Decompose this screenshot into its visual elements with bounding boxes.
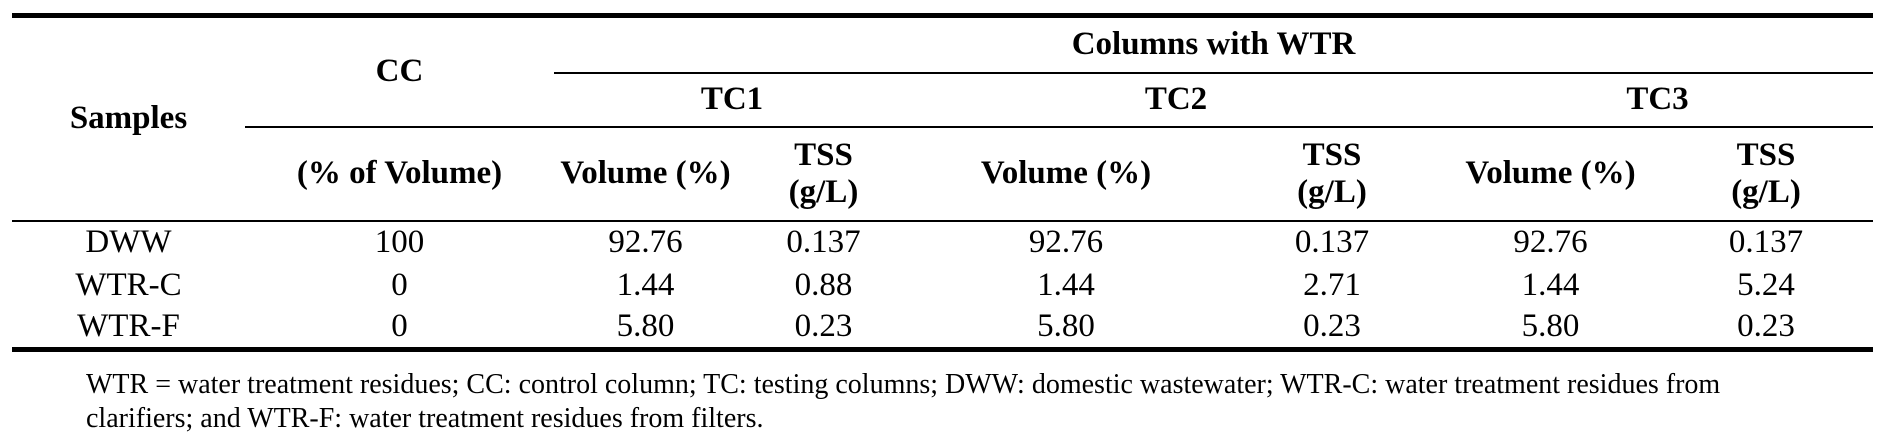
cell-tc1-volume: 92.76 (608, 224, 683, 261)
cell-tc3-volume: 92.76 (1513, 224, 1588, 261)
cell-tc1-volume: 1.44 (616, 266, 675, 303)
cell-tc3-tss: 0.23 (1737, 308, 1795, 345)
cell-tc3-volume: 1.44 (1521, 266, 1580, 303)
cell-tc1-volume: 5.80 (616, 308, 675, 345)
cell-tc3-tss: 0.137 (1728, 224, 1804, 261)
header-row-units: (% of Volume) Volume (%) TSS (g/L) Volum… (12, 126, 1874, 222)
tss-label: TSS (794, 136, 853, 173)
col-header-tc2-tss: TSS (g/L) (1222, 126, 1442, 222)
table-row: WTR-C 0 1.44 0.88 1.44 2.71 1.44 5.24 (12, 264, 1873, 307)
cell-tc2-volume: 1.44 (1037, 266, 1095, 303)
cell-tc2-volume: 92.76 (1028, 224, 1104, 261)
col-header-tc2-volume: Volume (%) (910, 126, 1222, 222)
cell-tc1-tss: 0.137 (786, 224, 861, 261)
tss-label: TSS (1302, 136, 1362, 173)
group-header-columns-with-wtr: Columns with WTR (554, 15, 1874, 74)
cell-tc3-tss: 5.24 (1737, 266, 1795, 303)
col-header-cc: CC (245, 15, 554, 128)
results-table: Samples CC Columns with WTR TC1 TC2 TC3 … (12, 13, 1874, 352)
header-row-groups: Samples CC Columns with WTR (12, 15, 1874, 222)
table-row: DWW 100 92.76 0.137 92.76 0.137 92.76 0.… (12, 221, 1873, 264)
paper-table-figure: Samples CC Columns with WTR TC1 TC2 TC3 … (0, 13, 1880, 438)
col-header-tc3-tss: TSS (g/L) (1659, 126, 1874, 222)
group-header-tc2: TC2 (910, 72, 1442, 128)
cell-tc3-volume: 5.80 (1521, 308, 1580, 345)
table-footnote: WTR = water treatment residues; CC: cont… (86, 369, 1721, 434)
cell-cc: 0 (391, 308, 408, 345)
cell-cc: 0 (391, 266, 408, 303)
table-row: WTR-F 0 5.80 0.23 5.80 0.23 5.80 0.23 (12, 307, 1873, 350)
cell-sample: DWW (85, 224, 172, 261)
col-header-samples: Samples (12, 15, 245, 222)
col-header-tc1-tss: TSS (g/L) (737, 126, 910, 222)
cell-sample: WTR-C (75, 266, 182, 303)
header-row-tc: TC1 TC2 TC3 (12, 72, 1874, 128)
tss-unit-label: (g/L) (1297, 173, 1367, 210)
cell-tc2-tss: 0.137 (1294, 224, 1370, 261)
group-header-tc1: TC1 (554, 72, 910, 128)
col-header-tc3-volume: Volume (%) (1442, 126, 1659, 222)
tss-unit-label: (g/L) (1731, 173, 1801, 210)
col-header-cc-unit: (% of Volume) (245, 126, 554, 222)
cell-tc2-volume: 5.80 (1037, 308, 1095, 345)
tss-unit-label: (g/L) (788, 173, 859, 210)
tss-label: TSS (1736, 136, 1796, 173)
cell-tc1-tss: 0.88 (794, 266, 853, 303)
cell-tc2-tss: 0.23 (1303, 308, 1361, 345)
cell-cc: 100 (374, 224, 425, 261)
group-header-tc3: TC3 (1442, 72, 1874, 128)
cell-tc2-tss: 2.71 (1303, 266, 1361, 303)
cell-tc1-tss: 0.23 (794, 308, 853, 345)
cell-sample: WTR-F (77, 308, 180, 345)
col-header-tc1-volume: Volume (%) (554, 126, 737, 222)
